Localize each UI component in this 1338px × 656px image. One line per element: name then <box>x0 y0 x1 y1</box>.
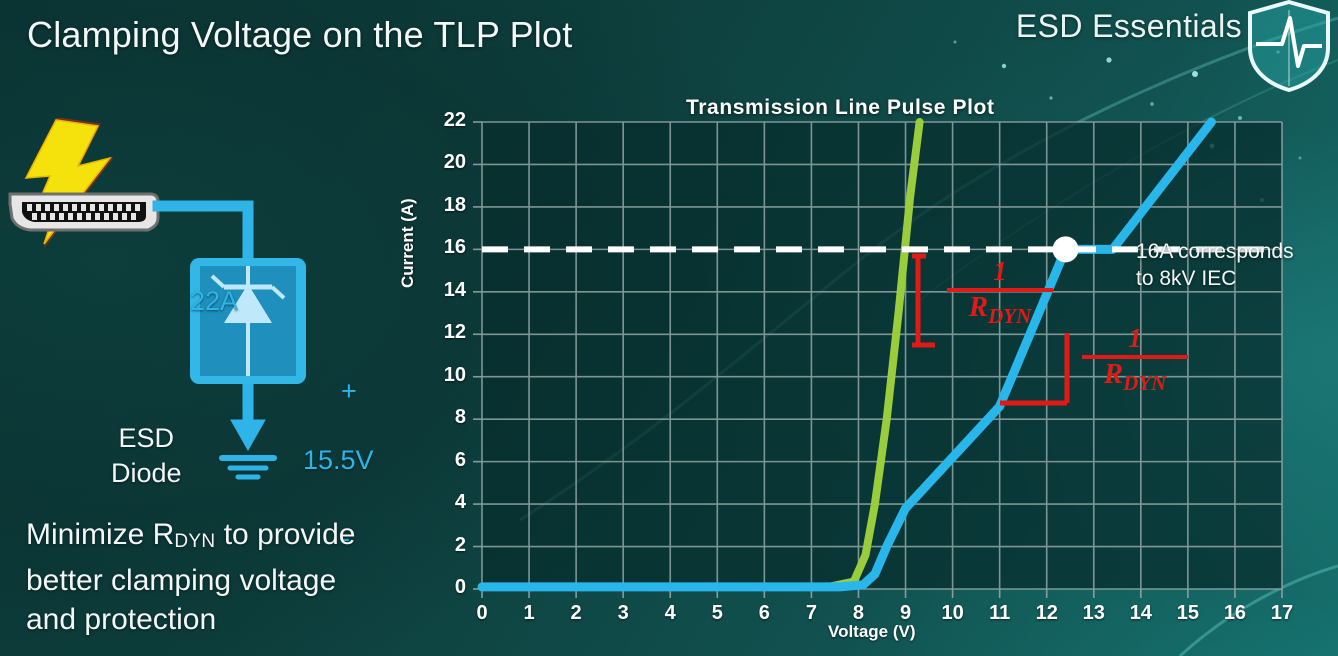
y-tick-label: 14 <box>443 278 466 301</box>
brand-title: ESD Essentials <box>1015 8 1242 44</box>
x-tick-label: 7 <box>805 602 817 624</box>
caption-line2: better clamping voltage <box>26 564 337 597</box>
marker-callout-text: 16A corresponds to 8kV IEC <box>1136 238 1294 292</box>
y-tick-label: 6 <box>454 448 466 471</box>
slope-annotation-green <box>912 253 935 348</box>
device-label-line1: ESD <box>118 423 175 453</box>
x-tick-label: 12 <box>1035 602 1058 624</box>
y-tick-label: 16 <box>443 236 466 259</box>
y-tick-label: 8 <box>454 406 466 429</box>
x-tick-label: 4 <box>664 602 676 624</box>
y-tick-label: 10 <box>443 363 466 386</box>
shield-pulse-icon <box>1248 0 1330 92</box>
y-tick-label: 4 <box>454 491 466 514</box>
x-tick-label: 13 <box>1082 602 1105 624</box>
caption-line1-sub: DYN <box>174 531 216 552</box>
fraction-numerator: 1 <box>993 256 1007 286</box>
slope-fraction-green: 1 RDYN <box>947 258 1053 327</box>
x-tick-label: 3 <box>617 602 629 624</box>
slope-annotation-blue <box>1000 333 1070 406</box>
circuit-svg <box>8 117 306 480</box>
x-tick-label: 1 <box>523 602 535 624</box>
denominator-main: R <box>1103 358 1124 390</box>
denominator-sub: DYN <box>1123 370 1167 395</box>
y-axis-label: Current (A) <box>398 198 417 288</box>
diagram-voltage-label: 15.5V <box>303 445 374 475</box>
x-tick-label: 16 <box>1223 602 1247 624</box>
denominator-main: R <box>968 291 989 323</box>
x-tick-label: 9 <box>899 602 912 624</box>
x-tick-label: 15 <box>1176 602 1199 624</box>
fraction-bar <box>947 288 1053 292</box>
y-tick-label: 22 <box>443 109 466 131</box>
esd-protection-circuit-diagram: 22A 15.5V + - ESD Diode <box>0 117 430 553</box>
summary-caption: Minimize RDYN to provide better clamping… <box>26 515 426 639</box>
chart-title: Transmission Line Pulse Plot <box>686 96 995 119</box>
page-title: Clamping Voltage on the TLP Plot <box>27 14 573 55</box>
fraction-denominator: RDYN <box>1082 359 1188 394</box>
x-tick-label: 14 <box>1129 602 1152 624</box>
slope-fraction-blue: 1 RDYN <box>1082 325 1188 394</box>
y-tick-label: 2 <box>454 533 466 556</box>
x-tick-label: 10 <box>941 602 964 624</box>
x-tick-label: 5 <box>711 602 723 624</box>
x-tick-label: 0 <box>476 602 488 624</box>
x-axis-label: Voltage (V) <box>828 622 916 641</box>
x-tick-label: 6 <box>758 602 770 624</box>
caption-line1-post: to provide <box>215 518 356 551</box>
x-tick-label: 17 <box>1270 602 1294 624</box>
axis-ticks <box>473 121 1283 598</box>
y-tick-label: 0 <box>454 576 466 598</box>
fraction-numerator: 1 <box>1128 323 1142 353</box>
x-tick-label: 11 <box>989 602 1011 624</box>
marker-16a-point <box>1052 236 1079 263</box>
fraction-bar <box>1082 355 1188 359</box>
ground-symbol-icon <box>219 419 277 480</box>
x-tick-label: 2 <box>570 602 582 624</box>
x-tick-label: 8 <box>852 602 865 624</box>
diagram-minus-label: - <box>341 523 350 553</box>
caption-line1-pre: Minimize R <box>26 518 175 551</box>
diagram-current-label: 22A <box>190 286 239 316</box>
fraction-denominator: RDYN <box>947 292 1053 327</box>
callout-line1: 16A corresponds <box>1136 240 1294 263</box>
denominator-sub: DYN <box>988 303 1032 328</box>
tvs-diode-symbol-icon <box>190 258 306 384</box>
y-tick-label: 12 <box>443 321 466 344</box>
y-tick-label: 20 <box>443 151 466 174</box>
y-tick-label: 18 <box>443 193 466 216</box>
diagram-device-label: ESD Diode <box>111 421 182 491</box>
hdmi-connector-icon <box>8 192 160 232</box>
callout-line2: to 8kV IEC <box>1136 267 1237 290</box>
diagram-plus-label: + <box>341 376 357 406</box>
device-label-line2: Diode <box>111 458 182 488</box>
caption-line3: and protection <box>26 603 217 636</box>
